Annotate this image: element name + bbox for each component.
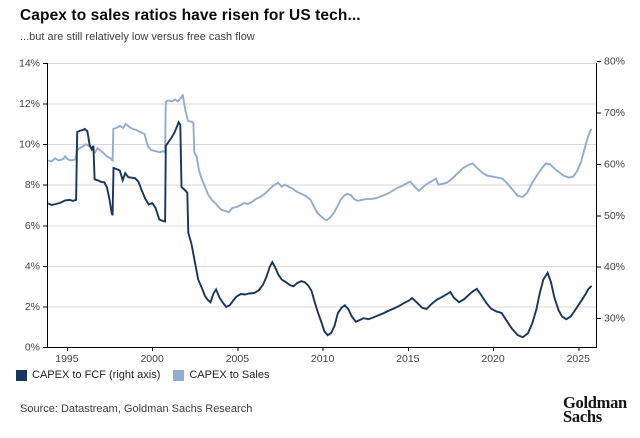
x-axis-tick-label: 2005 <box>226 353 250 365</box>
x-axis-tick-label: 2025 <box>567 353 591 365</box>
logo-line-1: Goldman <box>563 393 627 412</box>
chart-subtitle: ...but are still relatively low versus f… <box>20 31 255 43</box>
x-axis-tick-label: 2000 <box>140 353 164 365</box>
x-axis-tick-label: 1995 <box>55 353 79 365</box>
right-axis-tick-label: 50% <box>604 210 625 222</box>
legend-item-capex-to-sales: CAPEX to Sales <box>173 369 269 381</box>
legend-swatch-capex-to-fcf <box>16 369 27 381</box>
x-axis-tick-label: 2010 <box>311 353 335 365</box>
goldman-sachs-logo: Goldman Sachs <box>563 393 627 426</box>
legend-swatch-capex-to-sales <box>173 369 185 381</box>
legend-label-capex-to-sales: CAPEX to Sales <box>189 369 270 381</box>
left-axis-tick-label: 10% <box>19 139 40 151</box>
chart-title: Capex to sales ratios have risen for US … <box>20 7 361 24</box>
gridlines <box>47 63 596 308</box>
series-line-capex-to-sales <box>47 93 593 222</box>
chart-legend: CAPEX to FCF (right axis) CAPEX to Sales <box>16 369 269 381</box>
left-axis-tick-label: 6% <box>25 220 40 232</box>
legend-label-capex-to-fcf: CAPEX to FCF (right axis) <box>32 369 161 381</box>
logo-line-2: Sachs <box>563 406 602 426</box>
left-axis-tick-label: 12% <box>19 98 40 110</box>
axes <box>43 60 601 351</box>
left-axis-tick-label: 4% <box>25 260 40 272</box>
right-axis-tick-label: 70% <box>604 107 625 119</box>
legend-item-capex-to-fcf: CAPEX to FCF (right axis) <box>16 369 160 381</box>
axis-labels: 0% 2% 4% 6% 8% 10% 12% 14% 30% 40% 50% 60% 70% 80% 199… <box>19 55 625 365</box>
right-axis-tick-label: 60% <box>604 158 625 170</box>
source-note: Source: Datastream, Goldman Sachs Resear… <box>20 403 253 415</box>
x-axis-tick-label: 2015 <box>396 353 420 365</box>
left-axis-tick-label: 2% <box>25 301 40 313</box>
left-axis-tick-label: 0% <box>25 342 40 354</box>
left-axis-tick-label: 8% <box>25 179 40 191</box>
x-axis-tick-label: 2020 <box>481 353 505 365</box>
right-axis-tick-label: 30% <box>604 313 625 325</box>
right-axis-tick-label: 40% <box>604 261 625 273</box>
right-axis-tick-label: 80% <box>604 55 625 67</box>
left-axis-tick-label: 14% <box>19 58 40 70</box>
series-line-capex-to-fcf-right-axis <box>47 120 593 339</box>
